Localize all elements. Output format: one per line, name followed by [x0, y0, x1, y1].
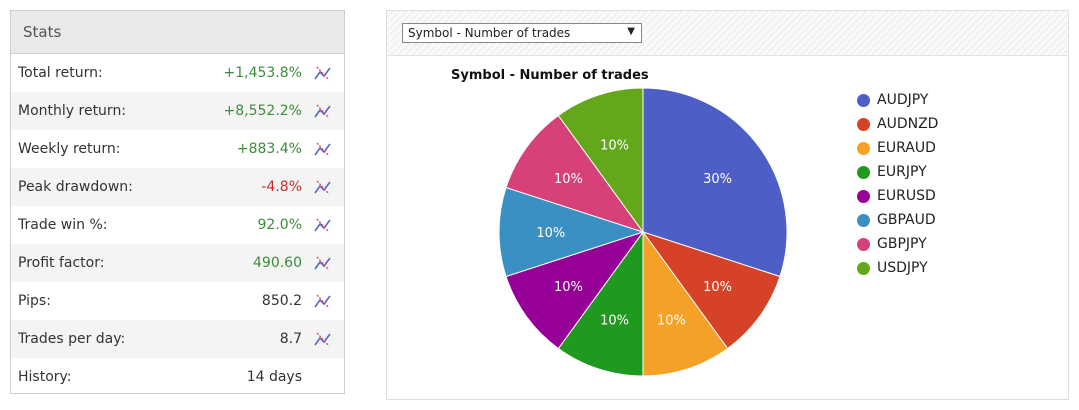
legend-swatch [857, 237, 870, 251]
pie-slice-gbpjpy[interactable] [505, 114, 645, 233]
pie-slice-audjpy[interactable] [642, 87, 788, 278]
pie-slice-euraud[interactable] [642, 230, 729, 377]
stat-row: Peak drawdown: -4.8% [11, 168, 344, 206]
stat-label: History: [18, 369, 72, 385]
trend-chart-icon[interactable] [312, 139, 334, 159]
stat-value: 490.60 [253, 255, 302, 271]
chart-type-select[interactable]: Symbol - Number of trades ▼ [402, 23, 642, 43]
stat-value: +8,552.2% [223, 103, 302, 119]
stat-row: History: 14 days [11, 358, 344, 396]
pie-slice-label: 10% [657, 314, 686, 329]
trend-chart-icon[interactable] [312, 329, 334, 349]
stat-value: 8.7 [279, 331, 302, 347]
pie-slice-label: 10% [703, 280, 732, 295]
pie-slice-label: 10% [554, 172, 583, 187]
stats-panel: Stats Total return: +1,453.8% Monthly retu… [10, 10, 345, 394]
stats-title: Stats [23, 23, 62, 41]
legend-label: EURJPY [877, 164, 927, 180]
trend-chart-icon[interactable] [312, 101, 334, 121]
pie-slice-label: 10% [554, 280, 583, 295]
chart-panel: Symbol - Number of trades ▼ 30% 10% 10% 10%… [386, 10, 1069, 400]
pie-slice-gbpaud[interactable] [498, 186, 645, 278]
stat-value: 850.2 [261, 293, 302, 309]
stat-label: Trade win %: [18, 217, 108, 233]
pie-slice-eurusd[interactable] [505, 231, 645, 350]
trend-chart-icon[interactable] [312, 215, 334, 235]
legend-item[interactable]: AUDNZD [857, 112, 938, 136]
chart-title: Symbol - Number of trades [451, 68, 649, 83]
legend-item[interactable]: EURAUD [857, 136, 938, 160]
chart-type-select-value: Symbol - Number of trades [408, 26, 571, 40]
legend-label: EURUSD [877, 188, 936, 204]
legend-swatch [857, 141, 870, 155]
trend-chart-icon[interactable] [312, 291, 334, 311]
trend-chart-icon[interactable] [312, 253, 334, 273]
stat-value: 92.0% [257, 217, 302, 233]
stats-list: Total return: +1,453.8% Monthly return: +8,… [11, 54, 344, 396]
legend-item[interactable]: GBPAUD [857, 208, 938, 232]
pie-slice-label: 10% [600, 314, 629, 329]
stat-label: Peak drawdown: [18, 179, 133, 195]
legend-label: AUDJPY [877, 92, 929, 108]
stat-row: Total return: +1,453.8% [11, 54, 344, 92]
chart-toolbar: Symbol - Number of trades ▼ [387, 11, 1068, 56]
legend-item[interactable]: GBPJPY [857, 232, 938, 256]
pie-slice-label: 30% [703, 172, 732, 187]
pie-slice-eurjpy[interactable] [557, 230, 644, 377]
legend-item[interactable]: AUDJPY [857, 88, 938, 112]
trend-chart-icon[interactable] [312, 177, 334, 197]
stat-value: +1,453.8% [223, 65, 302, 81]
stats-header: Stats [11, 11, 344, 54]
legend-item[interactable]: USDJPY [857, 256, 938, 280]
stat-label: Trades per day: [18, 331, 126, 347]
dropdown-arrow-icon: ▼ [627, 26, 635, 37]
stat-value: 14 days [246, 369, 302, 385]
pie-slice-label: 10% [600, 138, 629, 153]
stat-row: Trades per day: 8.7 [11, 320, 344, 358]
stat-row: Trade win %: 92.0% [11, 206, 344, 244]
chart-legend: AUDJPY AUDNZD EURAUD EURJPY EURUSD GBPAUD GBPJ… [857, 88, 938, 280]
stat-label: Profit factor: [18, 255, 105, 271]
legend-swatch [857, 165, 870, 179]
stat-row: Monthly return: +8,552.2% [11, 92, 344, 130]
trend-chart-icon[interactable] [312, 63, 334, 83]
stat-row: Pips: 850.2 [11, 282, 344, 320]
stat-row: Profit factor: 490.60 [11, 244, 344, 282]
pie-chart: 30% 10% 10% 10% 10% 10% 10% 10% [498, 87, 788, 377]
stat-value: +883.4% [236, 141, 302, 157]
legend-swatch [857, 93, 870, 107]
stat-row: Weekly return: +883.4% [11, 130, 344, 168]
legend-swatch [857, 189, 870, 203]
stat-label: Total return: [18, 65, 103, 81]
stat-label: Monthly return: [18, 103, 127, 119]
legend-label: GBPAUD [877, 212, 936, 228]
legend-swatch [857, 213, 870, 227]
legend-label: AUDNZD [877, 116, 939, 132]
legend-swatch [857, 261, 870, 275]
stat-label: Pips: [18, 293, 51, 309]
pie-slice-usdjpy[interactable] [557, 87, 644, 234]
legend-item[interactable]: EURUSD [857, 184, 938, 208]
legend-swatch [857, 117, 870, 131]
stat-label: Weekly return: [18, 141, 121, 157]
legend-label: GBPJPY [877, 236, 927, 252]
pie-slice-label: 10% [536, 226, 565, 241]
legend-item[interactable]: EURJPY [857, 160, 938, 184]
pie-slice-audnzd[interactable] [641, 231, 781, 350]
legend-label: EURAUD [877, 140, 936, 156]
legend-label: USDJPY [877, 260, 928, 276]
stat-value: -4.8% [261, 179, 302, 195]
